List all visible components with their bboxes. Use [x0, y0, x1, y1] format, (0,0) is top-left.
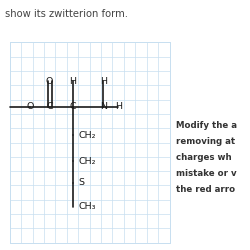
Text: H: H — [115, 102, 122, 111]
Text: removing at: removing at — [176, 137, 235, 146]
Text: O: O — [26, 102, 34, 111]
Text: C: C — [46, 102, 53, 111]
Text: H: H — [69, 76, 76, 86]
Text: Modify the a: Modify the a — [176, 120, 237, 130]
Text: CH₃: CH₃ — [78, 202, 96, 211]
Text: mistake or v: mistake or v — [176, 169, 236, 178]
Text: CH₂: CH₂ — [78, 131, 96, 140]
Text: C: C — [69, 102, 76, 111]
Text: the red arro: the red arro — [176, 186, 235, 194]
Text: charges wh: charges wh — [176, 153, 231, 162]
Text: show its zwitterion form.: show its zwitterion form. — [5, 9, 128, 19]
Text: CH₂: CH₂ — [78, 156, 96, 166]
Text: O: O — [46, 76, 53, 86]
Text: S: S — [78, 178, 84, 187]
Text: H: H — [100, 76, 107, 86]
Text: N: N — [100, 102, 107, 111]
